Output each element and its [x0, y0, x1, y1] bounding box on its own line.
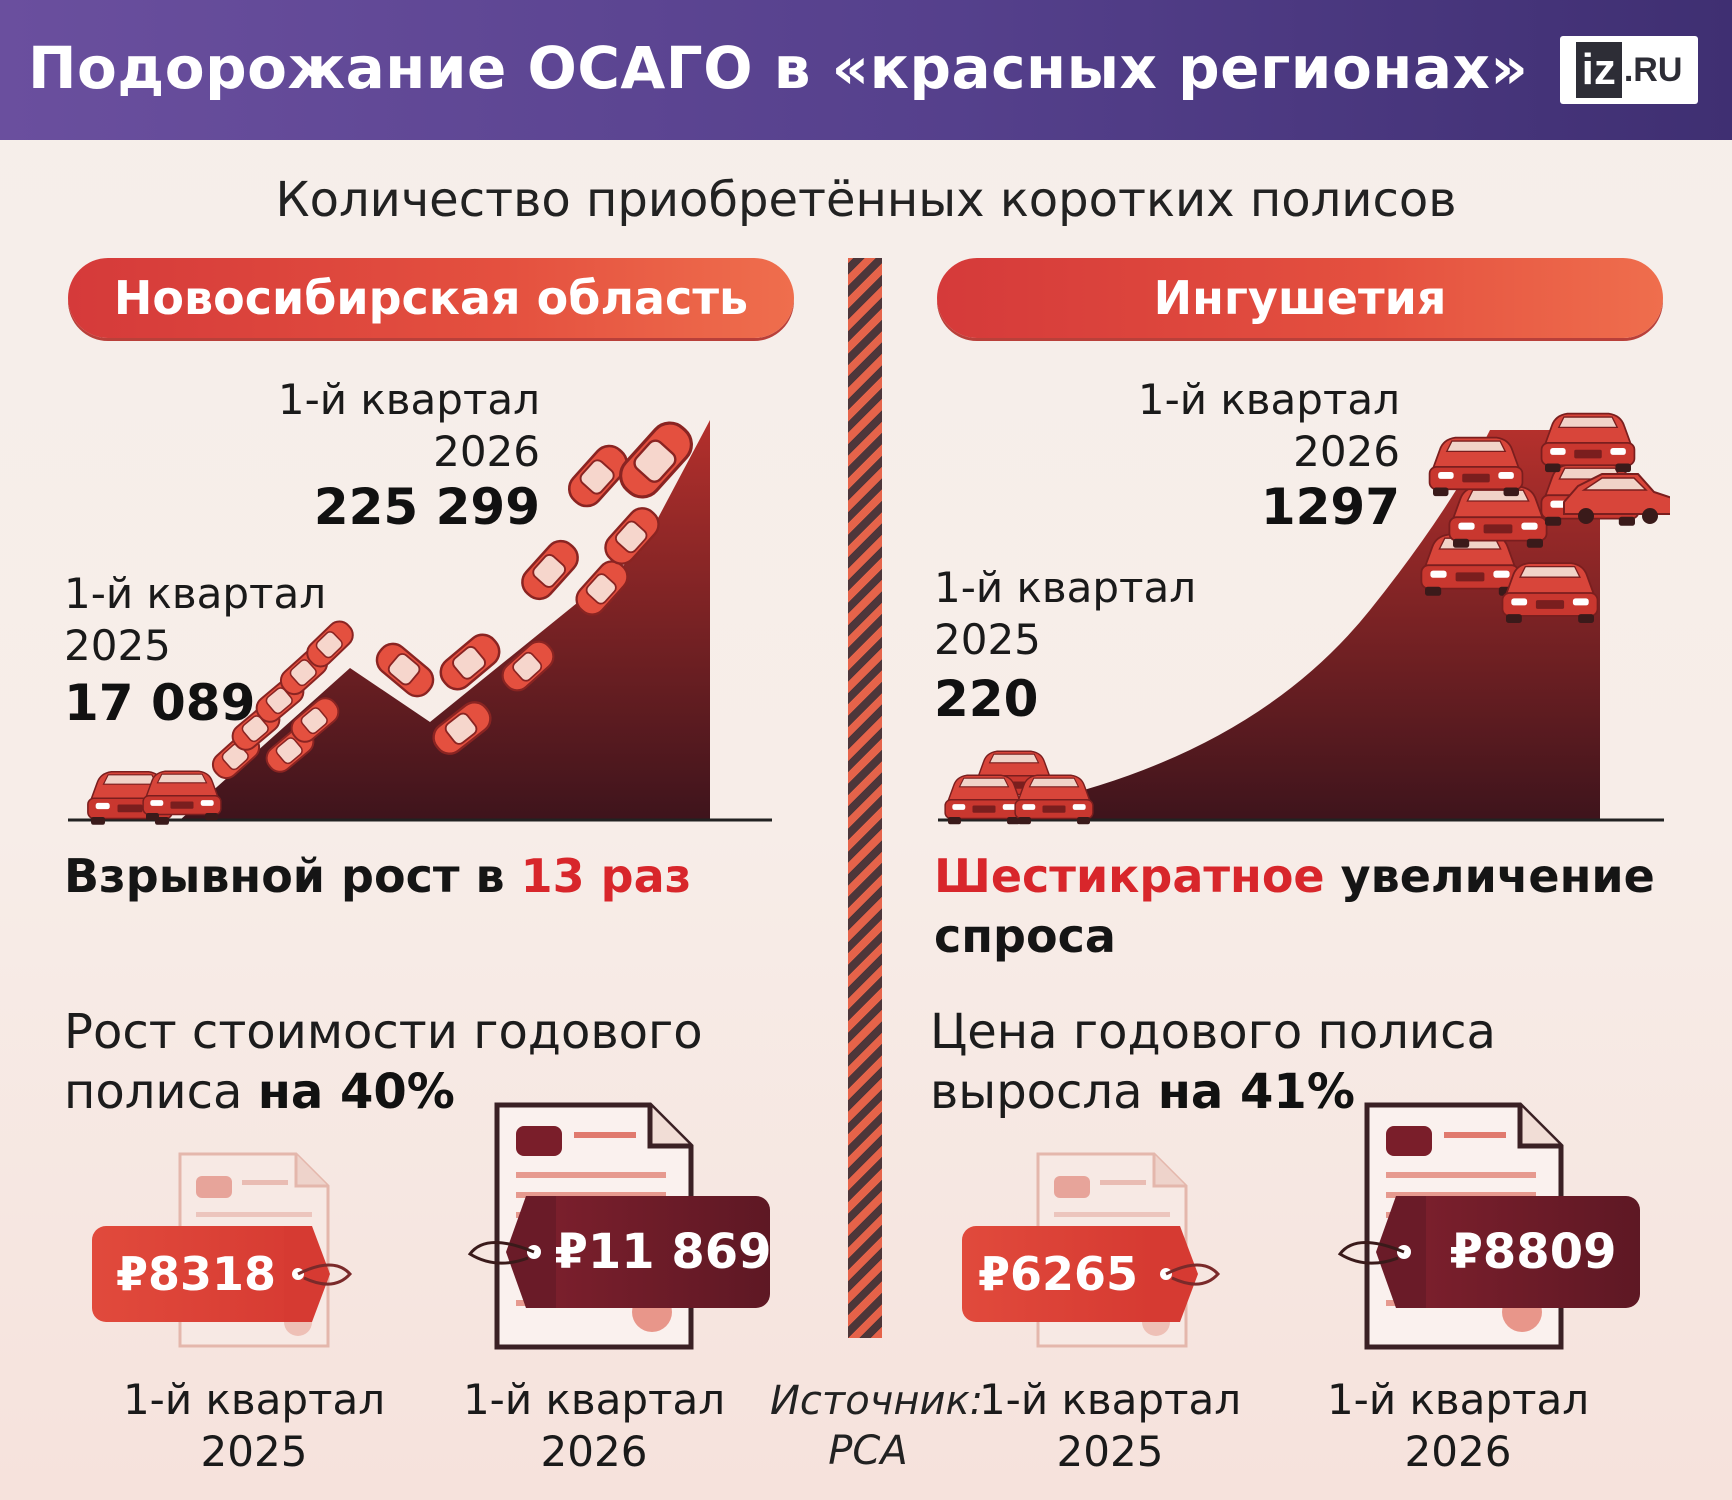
ing-2025-label: 1-й квартал 2025	[934, 562, 1196, 666]
ing-2026-label-line2: 2026	[1293, 427, 1400, 476]
nsk-2026-label-line1: 1-й квартал	[277, 375, 540, 424]
nsk-2026-value: 225 299	[313, 478, 540, 536]
price-tag-value: ₽8809	[1449, 1224, 1617, 1280]
price-tag-tip	[284, 1226, 353, 1322]
ing-price-desc-line1: Цена годового полиса	[930, 1004, 1496, 1060]
nsk-price-desc-line1: Рост стоимости годового	[64, 1004, 703, 1060]
nsk-2026-label-line2: 2026	[433, 427, 540, 476]
page-title: Подорожание ОСАГО в «красных регионах»	[28, 34, 1529, 102]
ing-2026-label: 1-й квартал 2026	[1100, 374, 1400, 478]
ing-2025-value: 220	[934, 670, 1039, 728]
price-tag-tip	[1152, 1226, 1221, 1322]
growth-chart-novosibirsk	[68, 413, 772, 826]
region-pill-novosibirsk: Новосибирская область	[68, 258, 794, 338]
ing-2026-label-line1: 1-й квартал	[1137, 375, 1400, 424]
striped-divider	[848, 258, 882, 1338]
caption-ing-2026: 1-й квартал 2026	[1308, 1374, 1608, 1478]
nsk-2025-label: 1-й квартал 2025	[64, 568, 326, 672]
source-label: Источник:	[770, 1378, 984, 1424]
nsk-price-desc: Рост стоимости годового полиса на 40%	[64, 1002, 703, 1122]
price-tag-ing-2025: ₽6265	[962, 1226, 1152, 1322]
ing-headline: Шестикратное увеличение спроса	[934, 846, 1674, 966]
nsk-2026-label: 1-й квартал 2026	[240, 374, 540, 478]
nsk-2025-label-line1: 1-й квартал	[64, 569, 327, 618]
ing-price-desc: Цена годового полиса выросла на 41%	[930, 1002, 1496, 1122]
logo-iz-text: iz	[1575, 42, 1622, 98]
nsk-price-desc-bold: на 40%	[257, 1064, 455, 1120]
ing-headline-text-2: спроса	[934, 909, 1116, 963]
logo-ru-text: .RU	[1623, 50, 1683, 89]
iz-logo[interactable]: iz .RU	[1560, 36, 1698, 104]
ing-price-desc-bold: на 41%	[1157, 1064, 1355, 1120]
price-tag-nsk-2026: ₽11 869	[554, 1196, 772, 1308]
region-pill-ingushetia: Ингушетия	[937, 258, 1663, 338]
caption-line1: 1-й квартал	[978, 1375, 1242, 1424]
ing-2025-label-line2: 2025	[934, 615, 1041, 664]
caption-nsk-2026: 1-й квартал 2026	[444, 1374, 744, 1478]
ing-2026-value: 1297	[1260, 478, 1400, 536]
source-note: Источник: РСА	[770, 1376, 984, 1476]
price-tag-value: ₽11 869	[554, 1224, 772, 1280]
caption-line2: 2026	[540, 1427, 648, 1476]
caption-line2: 2025	[200, 1427, 308, 1476]
caption-ing-2025: 1-й квартал 2025	[960, 1374, 1260, 1478]
header-bar: Подорожание ОСАГО в «красных регионах» i…	[0, 0, 1732, 140]
caption-line1: 1-й квартал	[122, 1375, 386, 1424]
price-tag-ing-2026: ₽8809	[1426, 1196, 1640, 1308]
caption-nsk-2025: 1-й квартал 2025	[104, 1374, 404, 1478]
price-tag-value: ₽6265	[978, 1247, 1139, 1301]
nsk-2025-label-line2: 2025	[64, 621, 171, 670]
nsk-price-desc-plain: полиса	[64, 1064, 258, 1120]
price-tag-tip	[467, 1196, 556, 1308]
caption-line2: 2025	[1056, 1427, 1164, 1476]
nsk-headline-highlight: 13 раз	[520, 849, 692, 903]
nsk-headline: Взрывной рост в 13 раз	[64, 846, 784, 906]
ing-price-desc-plain: выросла	[930, 1064, 1158, 1120]
price-tag-tip	[1337, 1196, 1426, 1308]
subtitle: Количество приобретённых коротких полисо…	[275, 172, 1457, 228]
nsk-headline-text: Взрывной рост в	[64, 849, 521, 903]
caption-line1: 1-й квартал	[462, 1375, 726, 1424]
price-tag-value: ₽8318	[116, 1247, 277, 1301]
ing-2025-label-line1: 1-й квартал	[934, 563, 1197, 612]
ing-headline-highlight: Шестикратное	[934, 849, 1325, 903]
nsk-2025-value: 17 089	[64, 674, 256, 732]
price-tag-nsk-2025: ₽8318	[92, 1226, 310, 1322]
ing-headline-text: увеличение	[1324, 849, 1655, 903]
caption-line2: 2026	[1404, 1427, 1512, 1476]
caption-line1: 1-й квартал	[1326, 1375, 1590, 1424]
cars-illustration	[944, 412, 1670, 825]
growth-chart-ingushetia	[938, 412, 1670, 825]
source-value: РСА	[828, 1428, 908, 1474]
